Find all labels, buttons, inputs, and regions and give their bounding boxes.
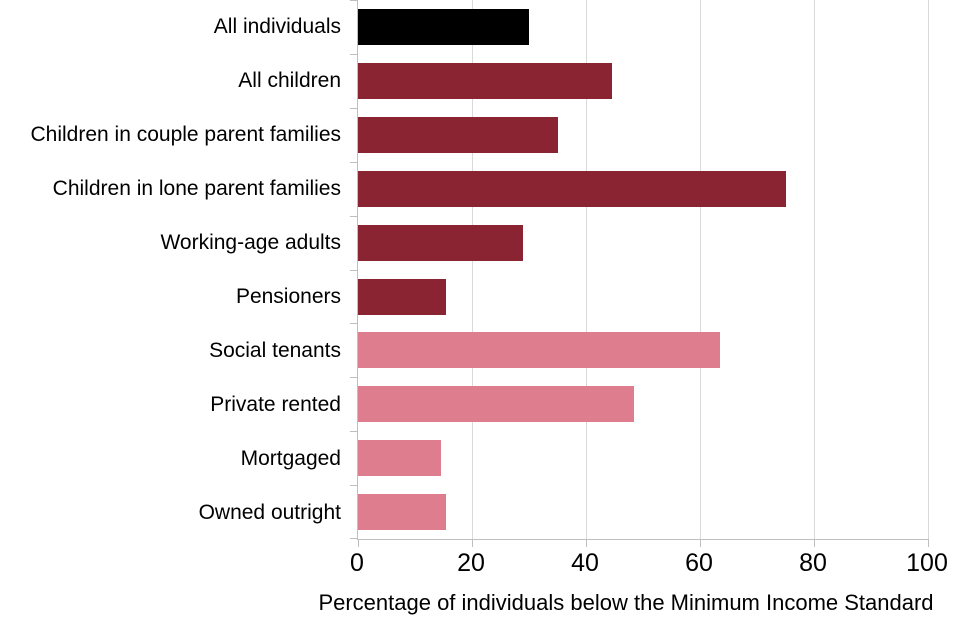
y-axis-tick xyxy=(350,538,358,539)
bar xyxy=(358,278,447,315)
y-axis-tick xyxy=(350,323,358,325)
y-axis-tick xyxy=(350,377,358,379)
x-axis-tick xyxy=(358,539,359,547)
y-axis-tick xyxy=(350,269,358,271)
gridline xyxy=(814,0,815,539)
x-axis-tick xyxy=(814,539,815,547)
bar xyxy=(358,170,786,207)
y-axis-tick xyxy=(350,0,358,1)
plot-area xyxy=(350,0,929,547)
gridline xyxy=(472,0,473,539)
bar xyxy=(358,9,529,45)
category-label: Owned outright xyxy=(198,500,341,524)
y-axis-tick xyxy=(350,107,358,109)
bar xyxy=(358,386,635,423)
gridline xyxy=(928,0,929,539)
y-axis-tick xyxy=(350,53,358,55)
bar xyxy=(358,224,524,261)
category-label: Social tenants xyxy=(209,338,341,362)
bar xyxy=(358,332,720,369)
category-label: Children in lone parent families xyxy=(52,177,341,201)
gridline xyxy=(700,0,701,539)
bar xyxy=(358,62,612,99)
y-axis-tick xyxy=(350,215,358,217)
category-label: Private rented xyxy=(210,392,341,416)
category-label: All individuals xyxy=(213,15,341,39)
y-axis-tick xyxy=(350,431,358,433)
category-label: Working-age adults xyxy=(160,231,341,255)
x-axis-tick xyxy=(928,539,929,547)
x-tick-label: 100 xyxy=(906,549,948,577)
x-tick-label: 0 xyxy=(350,549,364,577)
x-tick-label: 80 xyxy=(799,549,827,577)
gridline xyxy=(586,0,587,539)
category-label: Children in couple parent families xyxy=(30,123,342,147)
bar xyxy=(358,116,558,153)
x-tick-label: 40 xyxy=(571,549,599,577)
x-axis-tick xyxy=(700,539,701,547)
x-tick-label: 20 xyxy=(457,549,485,577)
category-label: Mortgaged xyxy=(240,446,341,470)
x-axis-title: Percentage of individuals below the Mini… xyxy=(318,590,934,615)
category-labels: All individuals All children Children in c… xyxy=(0,0,342,539)
category-label: All children xyxy=(238,69,341,93)
y-axis-tick xyxy=(350,485,358,487)
bar xyxy=(358,494,447,531)
x-tick-label: 60 xyxy=(685,549,713,577)
bar xyxy=(358,440,441,477)
x-axis-tick xyxy=(586,539,587,547)
x-axis-tick xyxy=(472,539,473,547)
category-label: Pensioners xyxy=(235,284,341,308)
y-axis-tick xyxy=(350,161,358,163)
